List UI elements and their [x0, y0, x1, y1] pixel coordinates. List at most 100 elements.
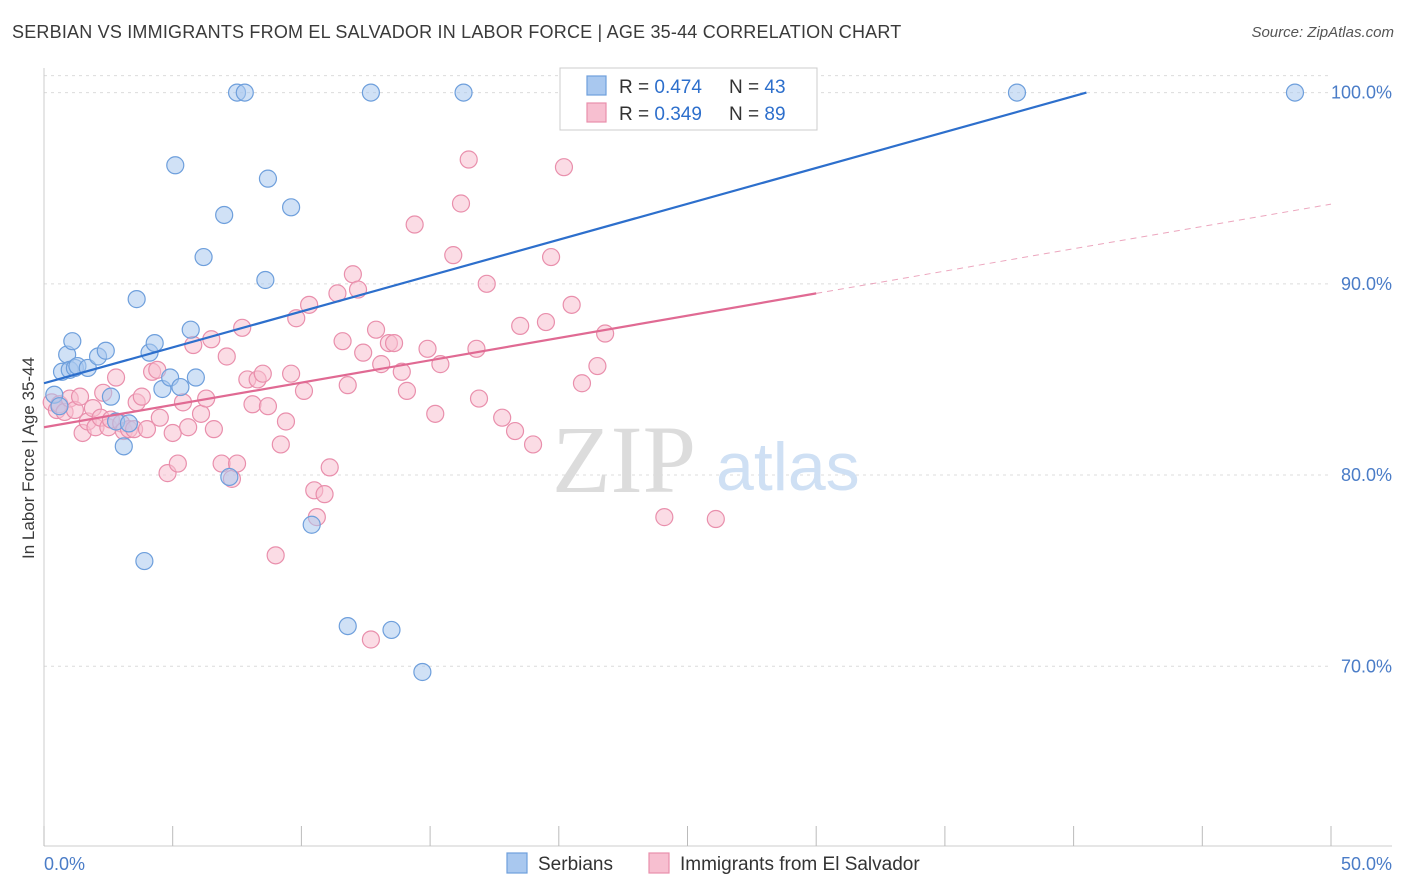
legend-n-el-salvador: N = 89 — [729, 104, 786, 125]
point-serbians — [194, 247, 213, 267]
source-credit: Source: ZipAtlas.com — [1251, 24, 1394, 41]
point-el-salvador — [320, 458, 339, 477]
point-serbians — [50, 397, 69, 416]
point-serbians — [258, 169, 278, 188]
legend-n-value: 43 — [764, 77, 785, 98]
series-legend-label-el-salvador: Immigrants from El Salvador — [680, 854, 920, 875]
axes — [43, 68, 1392, 847]
point-serbians — [282, 198, 301, 217]
point-serbians — [256, 270, 275, 290]
point-serbians — [119, 414, 139, 433]
data-points — [42, 83, 1305, 682]
point-serbians — [361, 83, 380, 102]
point-el-salvador — [333, 332, 352, 351]
legend-row-serbians: R = 0.474 — [619, 77, 702, 98]
point-el-salvador — [253, 364, 272, 383]
legend-swatch-el-salvador — [586, 102, 607, 123]
series-legend-label-serbians: Serbians — [538, 854, 613, 875]
point-el-salvador — [258, 397, 278, 416]
point-el-salvador — [217, 347, 236, 366]
point-serbians — [413, 662, 432, 682]
point-serbians — [235, 83, 254, 102]
point-el-salvador — [354, 343, 373, 362]
y-axis-label: In Labor Force | Age 35-44 — [19, 357, 38, 559]
watermark-zip: ZIP — [552, 406, 696, 513]
point-el-salvador — [554, 158, 574, 177]
point-el-salvador — [179, 418, 198, 437]
watermark: ZIP atlas — [552, 406, 860, 513]
point-el-salvador — [132, 387, 151, 406]
watermark-atlas: atlas — [716, 429, 860, 505]
legend-swatch-serbians — [586, 75, 607, 96]
point-serbians — [96, 341, 115, 360]
point-el-salvador — [163, 423, 182, 443]
point-el-salvador — [405, 215, 424, 234]
gridlines — [44, 75, 1331, 667]
point-el-salvador — [243, 395, 262, 414]
point-el-salvador — [655, 508, 674, 527]
point-el-salvador — [343, 265, 362, 284]
point-el-salvador — [541, 247, 561, 267]
trend-line-el-salvador — [43, 292, 817, 429]
legend: R = 0.474 N = 43 R = 0.349 N = 89 — [559, 67, 818, 131]
point-el-salvador — [294, 381, 314, 400]
legend-n-label: N = — [729, 104, 764, 125]
point-serbians — [338, 616, 357, 636]
point-serbians — [215, 205, 234, 225]
trend-lines — [43, 91, 1332, 429]
point-el-salvador — [562, 295, 581, 314]
point-serbians — [135, 551, 154, 571]
point-el-salvador — [459, 150, 478, 169]
point-el-salvador — [523, 435, 543, 454]
point-el-salvador — [706, 509, 725, 529]
point-el-salvador — [572, 374, 592, 393]
point-el-salvador — [477, 274, 496, 293]
legend-r-value: 0.474 — [654, 77, 702, 98]
legend-n-value: 89 — [764, 104, 785, 125]
point-el-salvador — [467, 339, 486, 358]
y-tick-label: 70.0% — [1341, 656, 1392, 676]
legend-n-serbians: N = 43 — [729, 77, 786, 98]
point-el-salvador — [444, 246, 463, 265]
point-el-salvador — [150, 408, 169, 427]
point-serbians — [127, 290, 146, 309]
chart-title: SERBIAN VS IMMIGRANTS FROM EL SALVADOR I… — [12, 22, 902, 42]
trend-line-el-salvador-extension — [816, 203, 1332, 294]
point-el-salvador — [106, 368, 126, 387]
series-legend: Serbians Immigrants from El Salvador — [506, 852, 920, 875]
point-el-salvador — [266, 546, 285, 565]
point-serbians — [454, 83, 473, 102]
point-el-salvador — [392, 362, 411, 381]
point-el-salvador — [338, 376, 357, 395]
point-el-salvador — [469, 389, 489, 408]
point-el-salvador — [588, 356, 607, 376]
y-tick-labels: 70.0% 80.0% 90.0% 100.0% — [1331, 83, 1392, 677]
point-el-salvador — [137, 420, 157, 439]
y-tick-label: 90.0% — [1341, 274, 1392, 294]
legend-row-el-salvador: R = 0.349 — [619, 104, 702, 125]
point-el-salvador — [276, 412, 296, 431]
point-serbians — [220, 467, 239, 487]
trend-line-serbians — [43, 91, 1087, 385]
x-tick-labels: 0.0% 50.0% — [44, 854, 1392, 874]
point-el-salvador — [426, 404, 445, 423]
point-el-salvador — [384, 333, 404, 353]
legend-r-label: R = — [619, 77, 654, 98]
point-serbians — [302, 515, 321, 534]
legend-r-value: 0.349 — [654, 104, 702, 125]
point-el-salvador — [596, 324, 615, 343]
point-serbians — [145, 333, 164, 353]
y-tick-label: 100.0% — [1331, 83, 1392, 103]
point-el-salvador — [451, 194, 471, 213]
series-legend-swatch-el-salvador — [648, 852, 670, 874]
point-serbians — [114, 437, 133, 456]
x-tick-label: 50.0% — [1341, 854, 1392, 874]
point-el-salvador — [168, 454, 187, 473]
point-el-salvador — [227, 454, 247, 473]
point-el-salvador — [70, 387, 90, 406]
point-el-salvador — [271, 435, 290, 454]
point-el-salvador — [315, 485, 334, 504]
point-serbians — [382, 620, 401, 640]
point-el-salvador — [282, 364, 301, 383]
